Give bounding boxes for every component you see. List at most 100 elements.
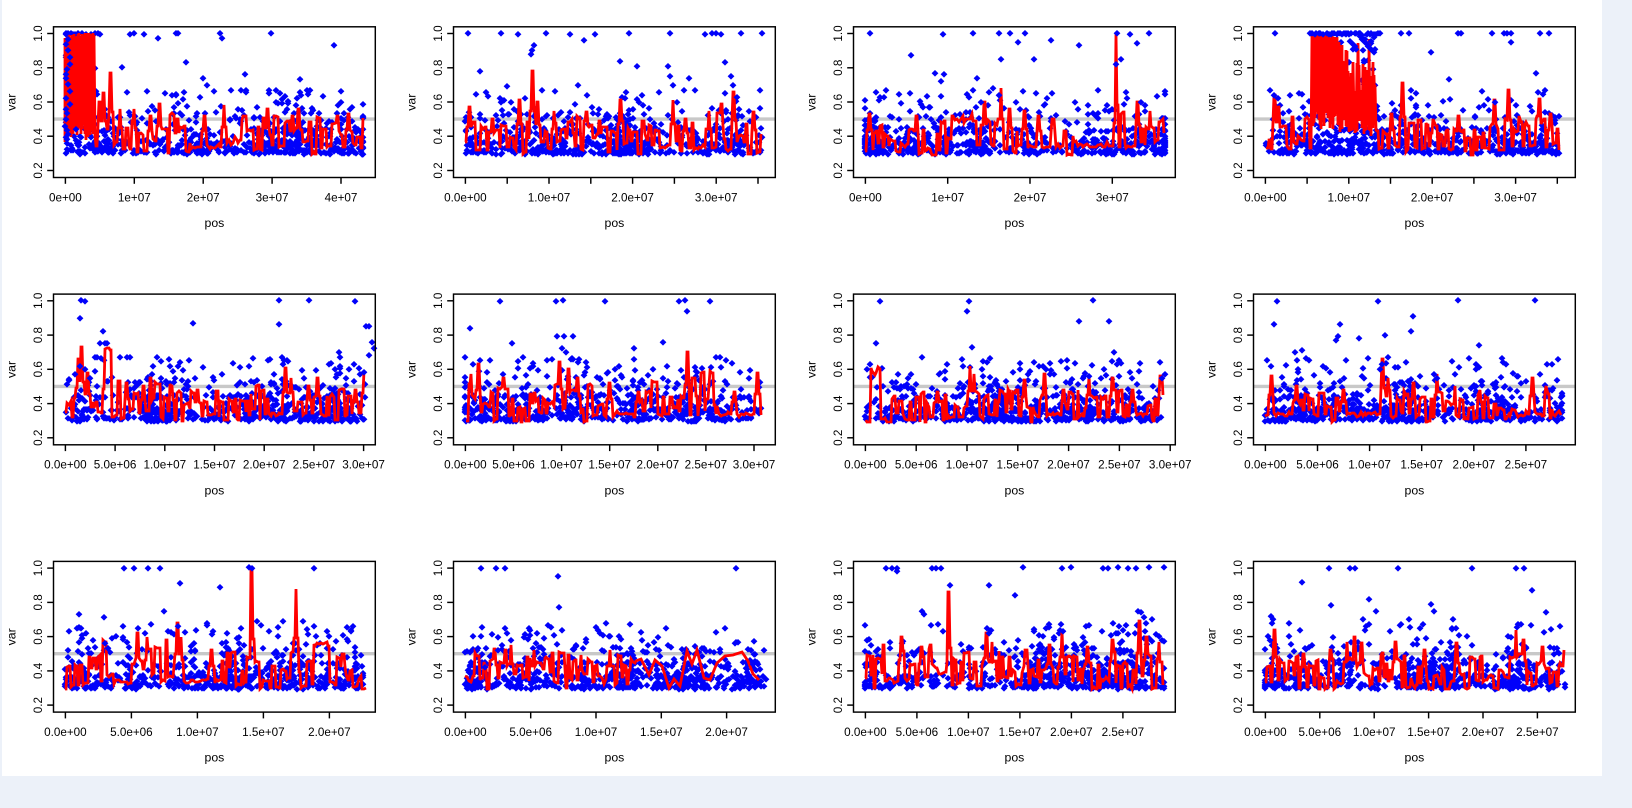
svg-text:5.0e+06: 5.0e+06 (509, 726, 552, 739)
svg-text:0.4: 0.4 (432, 662, 445, 679)
svg-text:var: var (5, 361, 19, 378)
svg-text:0.0e+00: 0.0e+00 (44, 726, 87, 739)
svg-text:0.6: 0.6 (432, 361, 445, 377)
svg-text:0.6: 0.6 (1232, 628, 1245, 644)
svg-text:0.4: 0.4 (432, 128, 445, 145)
svg-text:0.2: 0.2 (1232, 430, 1245, 446)
svg-text:0.8: 0.8 (432, 327, 445, 343)
svg-text:1.0: 1.0 (1232, 292, 1245, 309)
svg-text:0.0e+00: 0.0e+00 (1244, 459, 1287, 472)
svg-text:0.2: 0.2 (1232, 697, 1245, 713)
svg-text:0.2: 0.2 (32, 697, 45, 713)
svg-text:0.2: 0.2 (832, 697, 845, 713)
svg-text:var: var (805, 361, 819, 378)
svg-text:3e+07: 3e+07 (1096, 191, 1129, 204)
svg-text:5.0e+06: 5.0e+06 (896, 726, 939, 739)
svg-text:2e+07: 2e+07 (1014, 191, 1047, 204)
svg-text:0.8: 0.8 (1232, 594, 1245, 610)
svg-text:pos: pos (604, 483, 624, 497)
svg-text:1.0: 1.0 (32, 25, 45, 42)
svg-text:0.6: 0.6 (832, 361, 845, 377)
svg-text:2.0e+07: 2.0e+07 (611, 191, 654, 204)
svg-text:1.0e+07: 1.0e+07 (1328, 191, 1371, 204)
svg-text:0.6: 0.6 (432, 94, 445, 110)
svg-text:1.0: 1.0 (832, 25, 845, 42)
svg-text:pos: pos (204, 483, 224, 497)
svg-text:0.8: 0.8 (432, 60, 445, 76)
svg-text:2.0e+07: 2.0e+07 (1411, 191, 1454, 204)
svg-text:5.0e+06: 5.0e+06 (895, 459, 938, 472)
svg-text:1.0e+07: 1.0e+07 (528, 191, 571, 204)
svg-text:var: var (1205, 94, 1219, 111)
svg-text:1.5e+07: 1.5e+07 (1407, 726, 1450, 739)
svg-text:0.8: 0.8 (1232, 327, 1245, 343)
svg-text:2.5e+07: 2.5e+07 (293, 459, 336, 472)
svg-text:0.4: 0.4 (832, 662, 845, 679)
svg-text:0e+00: 0e+00 (49, 191, 82, 204)
svg-text:0.2: 0.2 (32, 430, 45, 446)
svg-text:5.0e+06: 5.0e+06 (1299, 726, 1342, 739)
svg-text:3.0e+07: 3.0e+07 (342, 459, 385, 472)
svg-text:3.0e+07: 3.0e+07 (1494, 191, 1537, 204)
svg-text:0.0e+00: 0.0e+00 (444, 726, 487, 739)
svg-text:3.0e+07: 3.0e+07 (695, 191, 738, 204)
svg-text:0.6: 0.6 (832, 628, 845, 644)
svg-text:pos: pos (1404, 751, 1424, 765)
svg-text:2.5e+07: 2.5e+07 (685, 459, 728, 472)
svg-text:2.0e+07: 2.0e+07 (705, 726, 748, 739)
svg-text:2.0e+07: 2.0e+07 (1047, 459, 1090, 472)
svg-text:5.0e+06: 5.0e+06 (94, 459, 137, 472)
svg-text:1.0e+07: 1.0e+07 (540, 459, 583, 472)
svg-text:0.4: 0.4 (32, 395, 45, 412)
svg-text:1.0e+07: 1.0e+07 (575, 726, 618, 739)
svg-text:0.2: 0.2 (432, 162, 445, 178)
svg-text:0.0e+00: 0.0e+00 (444, 459, 487, 472)
svg-text:pos: pos (1004, 483, 1024, 497)
svg-text:2e+07: 2e+07 (187, 191, 220, 204)
svg-text:0.8: 0.8 (1232, 60, 1245, 76)
svg-text:1.0: 1.0 (1232, 25, 1245, 42)
svg-text:1.5e+07: 1.5e+07 (1400, 459, 1443, 472)
svg-text:pos: pos (1404, 483, 1424, 497)
svg-text:var: var (5, 628, 19, 645)
svg-text:0.0e+00: 0.0e+00 (844, 459, 887, 472)
svg-text:1.0: 1.0 (32, 292, 45, 309)
svg-text:1.0: 1.0 (432, 25, 445, 42)
svg-text:0.0e+00: 0.0e+00 (44, 459, 87, 472)
svg-text:0.4: 0.4 (1232, 662, 1245, 679)
svg-text:1.0e+07: 1.0e+07 (947, 726, 990, 739)
svg-text:0.6: 0.6 (32, 94, 45, 110)
svg-text:3.0e+07: 3.0e+07 (1149, 459, 1192, 472)
svg-text:0.6: 0.6 (1232, 94, 1245, 110)
svg-text:0.2: 0.2 (832, 430, 845, 446)
svg-text:2.0e+07: 2.0e+07 (243, 459, 286, 472)
svg-text:1.5e+07: 1.5e+07 (588, 459, 631, 472)
svg-text:1.5e+07: 1.5e+07 (193, 459, 236, 472)
svg-text:1.0e+07: 1.0e+07 (144, 459, 187, 472)
svg-text:0.4: 0.4 (1232, 395, 1245, 412)
svg-text:0.4: 0.4 (832, 128, 845, 145)
svg-text:0.6: 0.6 (1232, 361, 1245, 377)
svg-text:0.4: 0.4 (32, 128, 45, 145)
svg-text:1e+07: 1e+07 (931, 191, 964, 204)
svg-text:var: var (405, 361, 419, 378)
svg-text:0.0e+00: 0.0e+00 (844, 726, 887, 739)
svg-text:1.5e+07: 1.5e+07 (640, 726, 683, 739)
svg-text:pos: pos (1004, 751, 1024, 765)
svg-text:0e+00: 0e+00 (849, 191, 882, 204)
svg-text:pos: pos (204, 216, 224, 230)
svg-text:5.0e+06: 5.0e+06 (492, 459, 535, 472)
svg-text:0.8: 0.8 (832, 60, 845, 76)
svg-text:3e+07: 3e+07 (256, 191, 289, 204)
svg-text:1.0: 1.0 (432, 559, 445, 576)
svg-text:var: var (1205, 361, 1219, 378)
svg-text:1e+07: 1e+07 (118, 191, 151, 204)
svg-text:1.0e+07: 1.0e+07 (946, 459, 989, 472)
svg-text:0.2: 0.2 (432, 430, 445, 446)
svg-text:0.6: 0.6 (432, 628, 445, 644)
svg-text:var: var (805, 94, 819, 111)
svg-text:pos: pos (204, 751, 224, 765)
svg-text:var: var (5, 94, 19, 111)
svg-text:1.5e+07: 1.5e+07 (997, 459, 1040, 472)
svg-text:0.4: 0.4 (32, 662, 45, 679)
